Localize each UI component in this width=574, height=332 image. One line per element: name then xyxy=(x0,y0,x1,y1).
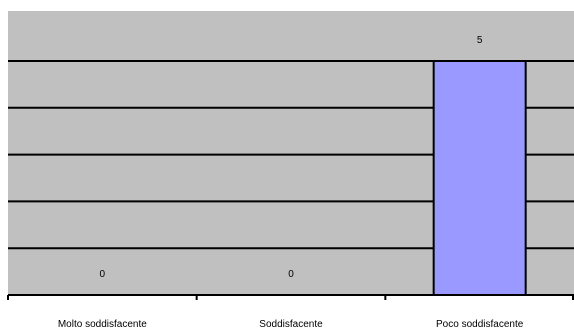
category-label: Soddisfacente xyxy=(259,319,323,330)
data-label: 5 xyxy=(477,35,483,46)
bar xyxy=(432,60,527,296)
bars xyxy=(432,60,527,296)
data-label: 0 xyxy=(288,269,294,280)
category-label: Molto soddisfacente xyxy=(58,319,147,330)
data-label: 0 xyxy=(100,269,106,280)
data-labels: 0 0 5 xyxy=(100,35,483,280)
x-axis-ticks xyxy=(7,295,574,300)
category-label: Poco soddisfacente xyxy=(436,319,524,330)
category-labels: Molto soddisfacente Soddisfacente Poco sod… xyxy=(58,319,524,330)
